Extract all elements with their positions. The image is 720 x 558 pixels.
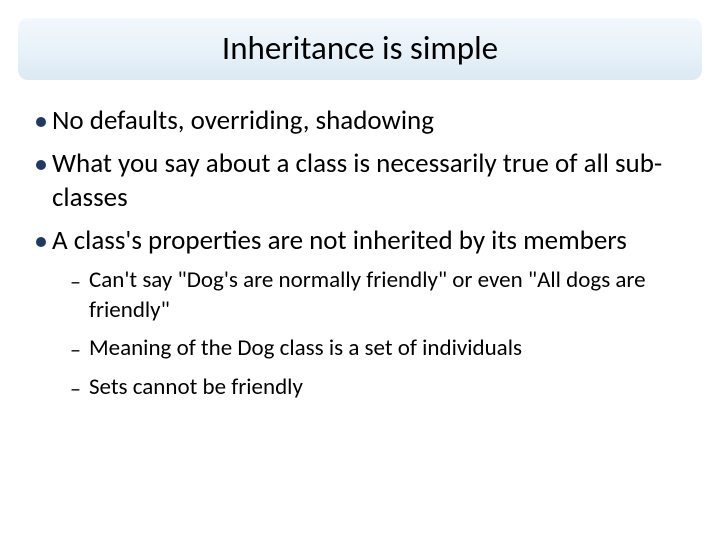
dash-icon: – bbox=[70, 268, 81, 297]
bullet-item: No defaults, overriding, shadowing bbox=[36, 104, 684, 139]
bullet-text: What you say about a class is necessaril… bbox=[52, 147, 684, 216]
sub-bullet-text: Can't say "Dog's are normally friendly" … bbox=[89, 266, 684, 326]
slide-title: Inheritance is simple bbox=[18, 28, 702, 68]
sub-bullet-item: – Sets cannot be friendly bbox=[70, 373, 684, 404]
bullet-text: A class's properties are not inherited b… bbox=[52, 224, 627, 259]
sub-bullet-list: – Can't say "Dog's are normally friendly… bbox=[36, 266, 684, 403]
dash-icon: – bbox=[70, 336, 81, 365]
bullet-dot-icon bbox=[36, 237, 46, 247]
bullet-item: A class's properties are not inherited b… bbox=[36, 224, 684, 259]
bullet-item: What you say about a class is necessaril… bbox=[36, 147, 684, 216]
sub-bullet-text: Meaning of the Dog class is a set of ind… bbox=[89, 334, 522, 364]
sub-bullet-item: – Can't say "Dog's are normally friendly… bbox=[70, 266, 684, 326]
sub-bullet-text: Sets cannot be friendly bbox=[89, 373, 303, 403]
bullet-text: No defaults, overriding, shadowing bbox=[52, 104, 434, 139]
slide-content: No defaults, overriding, shadowing What … bbox=[0, 80, 720, 403]
bullet-dot-icon bbox=[36, 117, 46, 127]
sub-bullet-item: – Meaning of the Dog class is a set of i… bbox=[70, 334, 684, 365]
dash-icon: – bbox=[70, 375, 81, 404]
title-bar: Inheritance is simple bbox=[18, 18, 702, 80]
bullet-dot-icon bbox=[36, 160, 46, 170]
